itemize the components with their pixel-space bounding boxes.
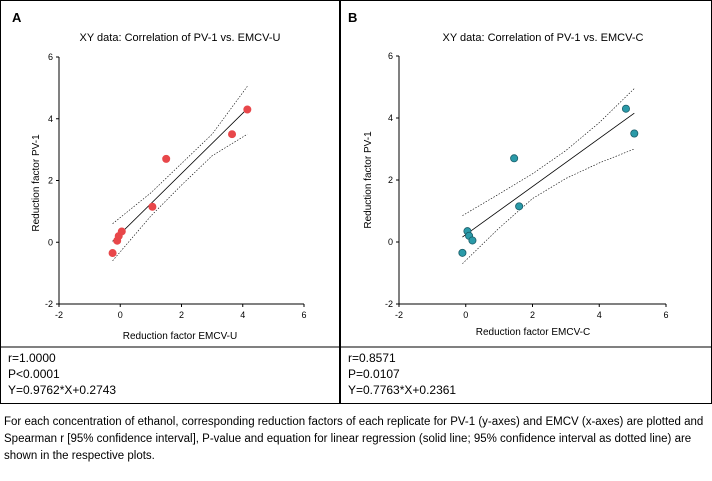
panel-a-letter: A <box>12 10 22 25</box>
panel-b-x-tick-label: 0 <box>463 310 468 320</box>
panel-a-plot-area: -2 0 2 4 6 -2 0 2 4 6 <box>45 52 307 320</box>
panel-b-data-point <box>458 248 467 257</box>
panel-b-data-point <box>510 154 519 163</box>
panel-b-ci-lower <box>462 148 635 264</box>
panel-a-x-tick-label: 2 <box>179 310 184 320</box>
figure-caption: For each concentration of ethanol, corre… <box>4 416 704 462</box>
panel-b-x-tick-label: 2 <box>530 310 535 320</box>
panel-b-data-point <box>630 129 639 138</box>
panel-b-y-tick-label: 6 <box>388 51 393 61</box>
panel-b-x-axis-title: Reduction factor EMCV-C <box>476 327 591 338</box>
panel-b-stat-r: r=0.8571 <box>348 351 396 365</box>
panel-a-regression-line <box>112 108 248 242</box>
panel-a-data-point <box>117 227 126 236</box>
panel-b-ci-upper <box>462 88 635 216</box>
panel-a-stat-r: r=1.0000 <box>8 351 56 365</box>
panel-b-data-point <box>515 202 524 211</box>
panel-b-plot-area: -2 0 2 4 6 -2 0 2 4 6 <box>385 51 669 320</box>
panel-b-x-tick-label: -2 <box>395 310 403 320</box>
panel-a-x-axis-title: Reduction factor EMCV-U <box>123 331 238 342</box>
figure-frame: A XY data: Correlation of PV-1 vs. EMCV-… <box>0 0 712 404</box>
panel-a-title: XY data: Correlation of PV-1 vs. EMCV-U <box>80 32 281 44</box>
panel-b-x-tick-label: 6 <box>663 310 668 320</box>
panel-a-stat-equation: Y=0.9762*X+0.2743 <box>8 383 116 397</box>
panel-b-y-tick-label: 2 <box>388 175 393 185</box>
panel-a-y-tick-label: 4 <box>48 114 53 124</box>
panel-b-stat-p: P=0.0107 <box>348 367 400 381</box>
panel-a-y-tick-label: 0 <box>48 237 53 247</box>
panel-a-y-tick-label: 6 <box>48 52 53 62</box>
panel-a: A XY data: Correlation of PV-1 vs. EMCV-… <box>0 0 340 404</box>
panel-a-y-tick-label: 2 <box>48 176 53 186</box>
panel-a-ci-upper <box>112 86 248 224</box>
panel-b-border <box>340 0 712 404</box>
panel-a-x-tick-label: 6 <box>301 310 306 320</box>
panel-a-y-tick-label: -2 <box>45 299 53 309</box>
panel-a-data-point <box>108 249 117 258</box>
panel-b-y-tick-label: 0 <box>388 237 393 247</box>
panel-a-ci-lower <box>112 133 248 261</box>
panel-b-regression-line <box>462 112 635 238</box>
panel-b-letter: B <box>348 10 357 25</box>
panel-b-x-tick-label: 4 <box>597 310 602 320</box>
panel-a-x-tick-label: 4 <box>240 310 245 320</box>
panel-b-title: XY data: Correlation of PV-1 vs. EMCV-C <box>443 32 644 44</box>
panel-b-y-tick-label: -2 <box>385 299 393 309</box>
panel-b: B XY data: Correlation of PV-1 vs. EMCV-… <box>340 0 712 404</box>
panel-a-data-point <box>148 202 157 211</box>
panel-a-data-point <box>162 154 171 163</box>
panel-a-border <box>0 0 340 404</box>
panel-b-data-point <box>621 104 630 113</box>
panel-b-data-point <box>468 236 477 245</box>
panel-b-y-tick-label: 4 <box>388 113 393 123</box>
panel-a-data-point <box>228 130 237 139</box>
panel-b-y-axis-title: Reduction factor PV-1 <box>363 131 374 229</box>
panel-a-y-axis-title: Reduction factor PV-1 <box>31 134 42 232</box>
panel-a-stat-p: P<0.0001 <box>8 367 60 381</box>
panel-a-x-tick-label: 0 <box>118 310 123 320</box>
panel-b-stat-equation: Y=0.7763*X+0.2361 <box>348 383 456 397</box>
panel-a-x-tick-label: -2 <box>55 310 63 320</box>
panel-a-data-point <box>243 105 252 114</box>
